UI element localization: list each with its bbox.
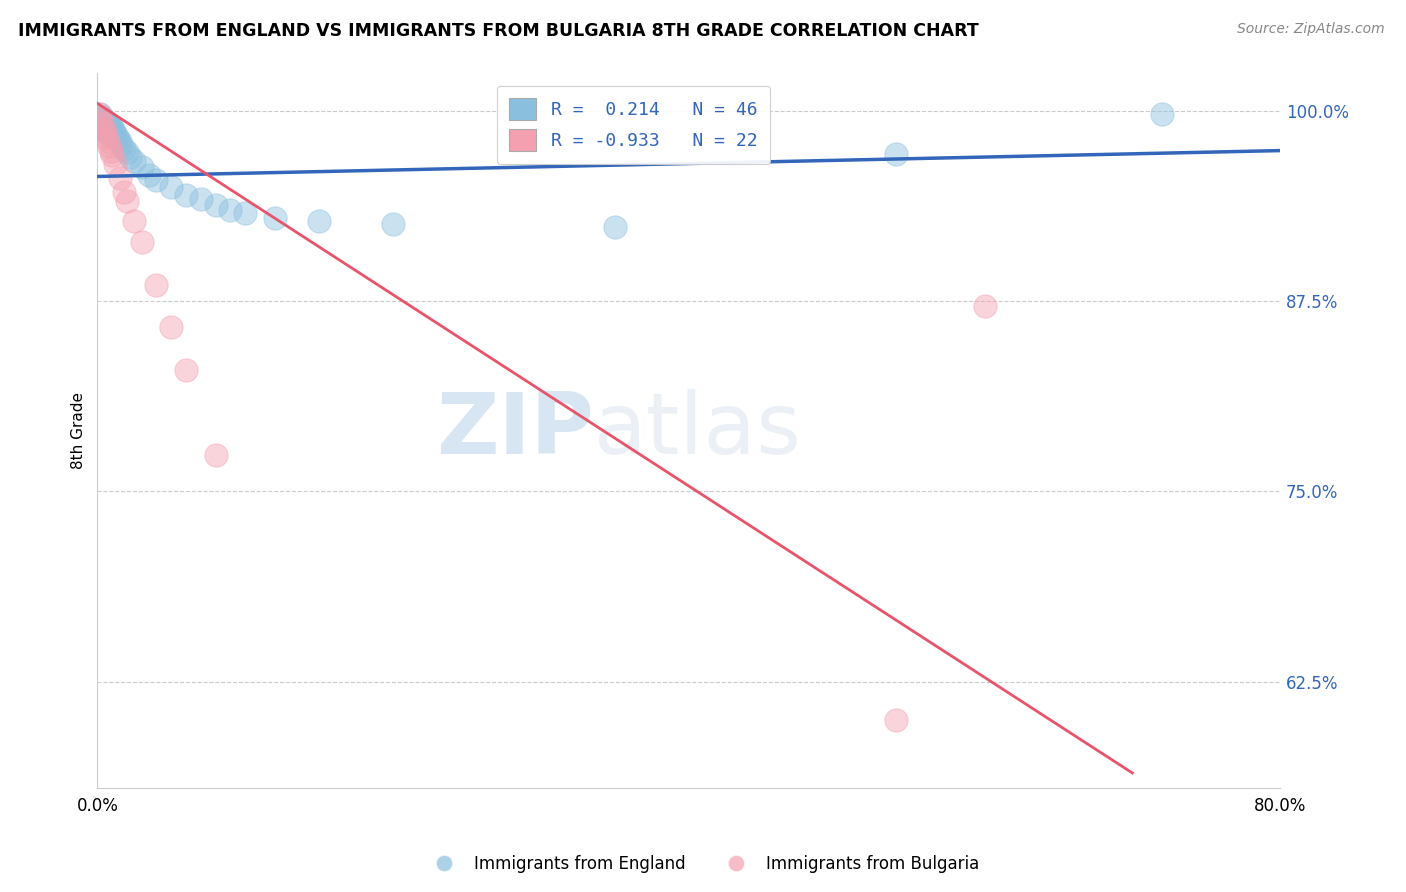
Point (89, 114, 111, 128)
Point (87, 112, 110, 126)
Text: IMMIGRANTS FROM ENGLAND VS IMMIGRANTS FROM BULGARIA 8TH GRADE CORRELATION CHART: IMMIGRANTS FROM ENGLAND VS IMMIGRANTS FR… (18, 22, 979, 40)
Point (89, 112, 111, 126)
Point (101, 148, 124, 162)
Point (124, 213, 146, 227)
Point (190, 192, 212, 206)
Point (131, 161, 153, 175)
Point (104, 157, 127, 171)
Point (90, 110, 112, 124)
Point (115, 194, 138, 208)
Point (100, 120, 122, 134)
Point (93, 122, 115, 136)
Point (884, 713, 907, 727)
Point (145, 277, 167, 292)
Point (204, 448, 226, 462)
Text: atlas: atlas (595, 389, 803, 472)
Point (118, 150, 141, 164)
Point (98, 124, 121, 138)
Point (91, 120, 114, 135)
Legend: Immigrants from England, Immigrants from Bulgaria: Immigrants from England, Immigrants from… (420, 848, 986, 880)
Point (308, 213, 330, 227)
Point (131, 235, 153, 249)
Point (97, 116, 120, 130)
Point (103, 124, 125, 138)
Y-axis label: 8th Grade: 8th Grade (72, 392, 86, 469)
Point (98, 118, 121, 132)
Point (204, 198, 226, 212)
Point (96, 129, 118, 144)
Point (91, 113, 114, 128)
Text: ZIP: ZIP (436, 389, 595, 472)
Point (97, 127, 120, 141)
Point (145, 172, 167, 186)
Point (108, 171, 131, 186)
Point (101, 120, 124, 135)
Point (100, 144, 122, 158)
Point (90, 116, 112, 130)
Point (96, 114, 118, 128)
Point (112, 142, 135, 156)
Point (115, 145, 138, 160)
Point (382, 217, 405, 231)
Point (124, 154, 146, 169)
Legend: R =  0.214   N = 46, R = -0.933   N = 22: R = 0.214 N = 46, R = -0.933 N = 22 (496, 86, 770, 164)
Point (1150, 107, 1173, 121)
Point (160, 180, 183, 194)
Point (110, 137, 132, 152)
Point (174, 187, 197, 202)
Point (89, 107, 111, 121)
Point (105, 129, 128, 144)
Point (93, 125, 115, 139)
Point (93, 114, 115, 128)
Point (97, 135, 120, 149)
Point (104, 127, 127, 141)
Point (101, 129, 124, 144)
Point (263, 211, 285, 225)
Point (973, 299, 995, 313)
Point (108, 135, 131, 149)
Text: Source: ZipAtlas.com: Source: ZipAtlas.com (1237, 22, 1385, 37)
Point (233, 206, 256, 220)
Point (90, 118, 112, 132)
Point (138, 168, 160, 182)
Point (107, 133, 129, 147)
Point (87, 107, 110, 121)
Point (91, 120, 114, 135)
Point (96, 120, 118, 134)
Point (219, 202, 242, 217)
Point (884, 146, 907, 161)
Point (97, 122, 120, 136)
Point (112, 185, 135, 199)
Point (174, 362, 197, 376)
Point (160, 320, 183, 334)
Point (96, 124, 118, 138)
Point (100, 127, 122, 141)
Point (98, 139, 121, 153)
Point (603, 219, 626, 234)
